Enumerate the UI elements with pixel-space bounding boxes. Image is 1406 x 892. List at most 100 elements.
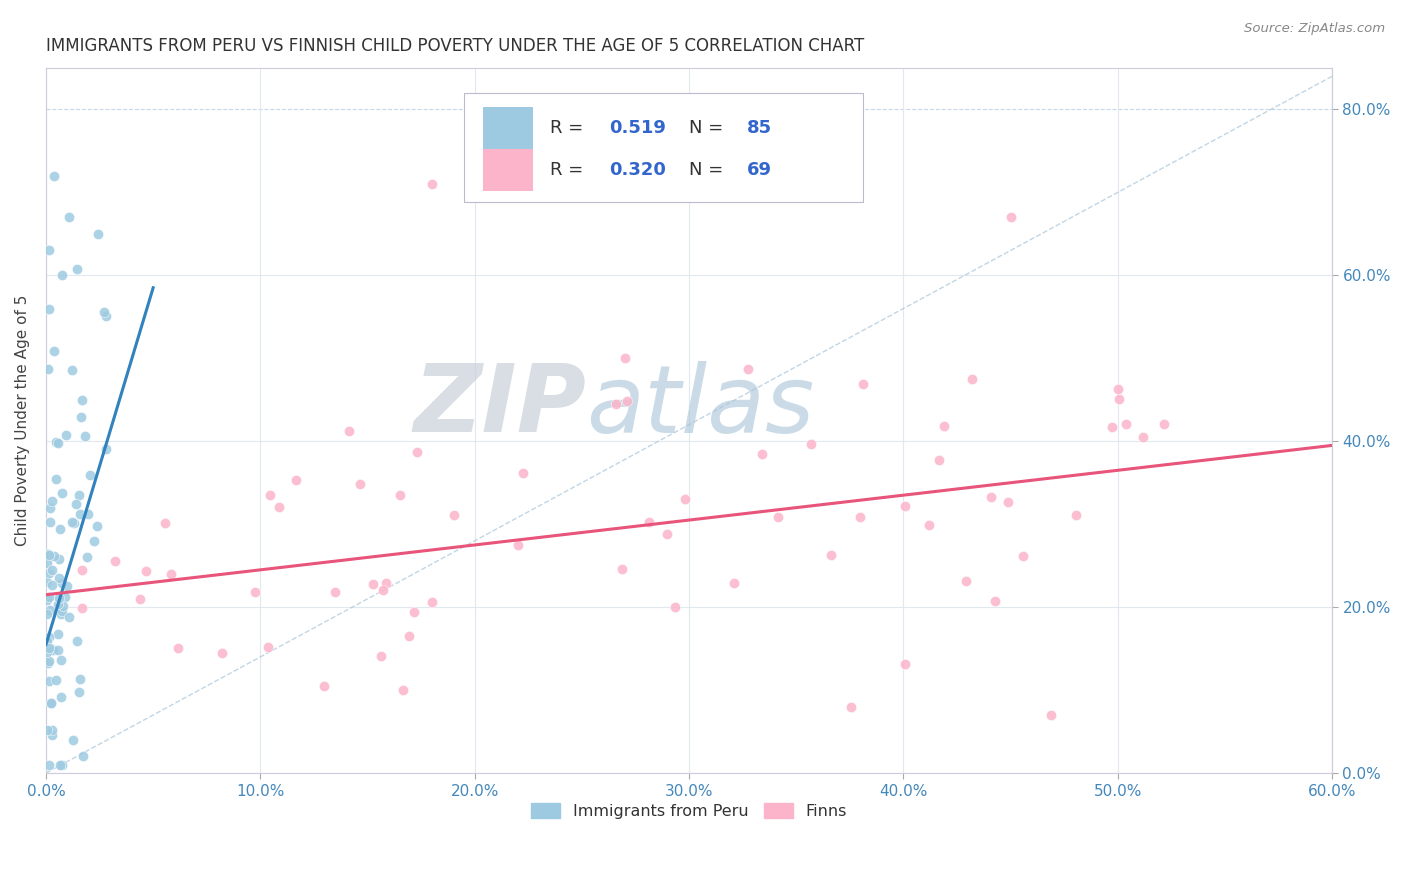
Point [1132, 429, 1154, 443]
FancyBboxPatch shape [484, 107, 533, 149]
Point [655, 527, 678, 541]
Point [37, 362, 59, 376]
Point [638, 516, 661, 530]
Point [38, 654, 60, 668]
Point [58, 211, 80, 225]
Point [70, 393, 93, 408]
Point [41, 578, 63, 592]
Point [605, 397, 627, 411]
Point [37, 607, 59, 622]
Point [93, 305, 115, 319]
Point [1108, 392, 1130, 406]
Point [613, 351, 636, 366]
Point [58, 610, 80, 624]
Point [70, 410, 93, 425]
Point [934, 419, 956, 434]
Point [41, 641, 63, 656]
Legend: Immigrants from Peru, Finns: Immigrants from Peru, Finns [524, 797, 853, 825]
Text: N =: N = [689, 161, 730, 179]
Point [37, 547, 59, 561]
Point [325, 585, 347, 599]
Point [443, 508, 465, 522]
Text: R =: R = [550, 161, 589, 179]
Point [1115, 417, 1137, 431]
Point [616, 394, 638, 409]
Point [38, 590, 60, 604]
Point [285, 473, 308, 487]
Point [53, 591, 76, 605]
Text: 0.320: 0.320 [609, 161, 666, 179]
Point [48, 522, 70, 536]
Point [35, 723, 58, 737]
Point [422, 595, 444, 609]
Text: R =: R = [550, 119, 589, 136]
Point [1011, 549, 1033, 564]
Point [153, 516, 176, 531]
Point [405, 445, 427, 459]
Point [52, 599, 75, 613]
Point [129, 592, 152, 607]
Point [44, 549, 66, 563]
Point [918, 517, 941, 532]
Point [38, 674, 60, 689]
Point [38, 566, 60, 581]
Point [67, 488, 90, 502]
Point [45, 471, 67, 485]
Point [46, 626, 69, 640]
Point [508, 538, 530, 552]
Point [1153, 417, 1175, 431]
Point [35, 633, 58, 648]
Point [337, 424, 360, 438]
Point [62, 732, 84, 747]
Point [370, 648, 392, 663]
Point [512, 466, 534, 480]
Point [48, 552, 70, 566]
Point [46, 597, 69, 611]
Point [86, 518, 108, 533]
Point [70, 563, 93, 577]
Point [984, 594, 1007, 608]
Point [375, 576, 398, 591]
Point [392, 683, 415, 698]
Point [51, 486, 73, 500]
Point [39, 501, 62, 516]
Point [76, 550, 98, 565]
Text: atlas: atlas [586, 361, 814, 452]
Point [39, 696, 62, 710]
Point [65, 634, 87, 648]
Point [60, 515, 83, 529]
Point [79, 467, 101, 482]
Point [86, 227, 108, 241]
Point [928, 453, 950, 467]
Point [94, 442, 117, 457]
Point [243, 584, 266, 599]
Point [51, 757, 73, 772]
Point [38, 244, 60, 258]
Point [35, 645, 58, 659]
Point [51, 268, 73, 283]
Point [72, 600, 94, 615]
Point [69, 672, 91, 686]
Point [51, 653, 73, 667]
Point [723, 576, 745, 591]
Point [39, 696, 62, 710]
Point [55, 428, 77, 442]
Y-axis label: Child Poverty Under the Age of 5: Child Poverty Under the Age of 5 [15, 295, 30, 546]
Point [1101, 419, 1123, 434]
Point [45, 434, 67, 449]
FancyBboxPatch shape [464, 93, 863, 202]
Point [38, 301, 60, 316]
Point [398, 629, 420, 643]
Point [41, 728, 63, 742]
Point [65, 497, 87, 511]
Point [56, 578, 79, 592]
Point [314, 679, 336, 693]
Text: 69: 69 [747, 161, 772, 179]
Point [167, 640, 190, 655]
Point [83, 534, 105, 549]
Point [38, 757, 60, 772]
Point [38, 630, 60, 644]
Point [41, 723, 63, 738]
Point [45, 673, 67, 688]
Text: IMMIGRANTS FROM PERU VS FINNISH CHILD POVERTY UNDER THE AGE OF 5 CORRELATION CHA: IMMIGRANTS FROM PERU VS FINNISH CHILD PO… [46, 37, 865, 55]
